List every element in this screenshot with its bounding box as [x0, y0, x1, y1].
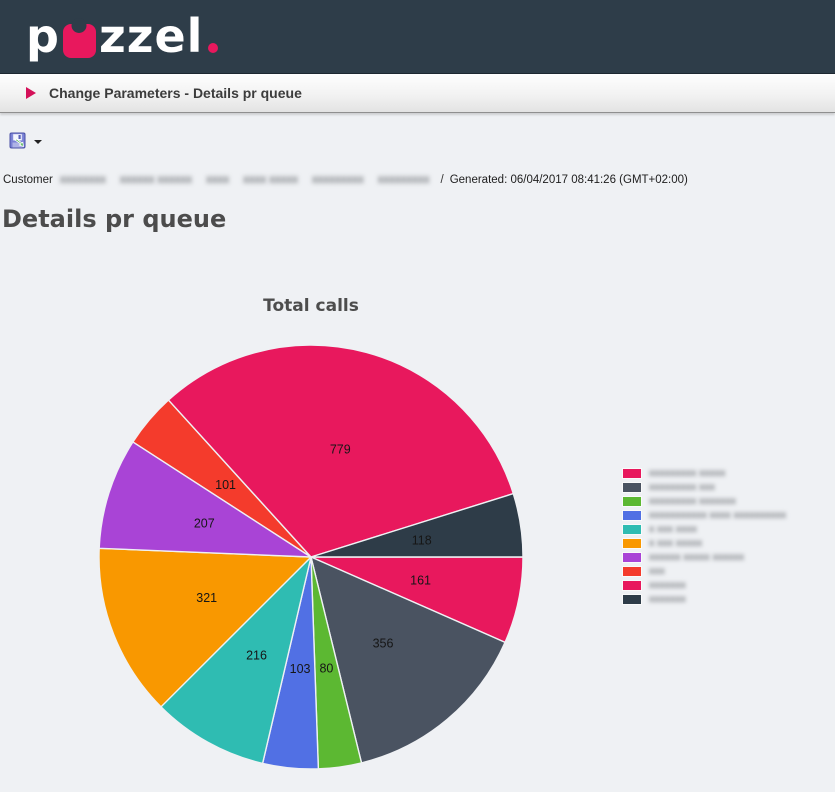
slice-value-label: 207 — [194, 517, 215, 531]
legend-label: x xxx xxxxx — [649, 537, 703, 549]
legend-label: xxxxxxx — [649, 579, 686, 591]
redacted-time-period-label: xxxx xxxxx — [243, 174, 299, 186]
slice-value-label: 321 — [196, 591, 217, 605]
legend-label: xxxxxx xxxxx xxxxxx — [649, 551, 745, 563]
legend-label: x xxx xxxx — [649, 523, 697, 535]
legend-label: xxxxxxxxx xxx — [649, 481, 715, 493]
pie-slice — [167, 344, 515, 558]
pie-slice — [310, 492, 524, 558]
legend-swatch — [622, 495, 642, 507]
legend-label: xxxxxxxxx xxxxx — [649, 467, 726, 479]
pie-slice — [160, 554, 313, 765]
legend-row: x xxx xxxxx — [622, 536, 786, 550]
customer-label: Customer — [3, 174, 53, 186]
legend-row: xxxxxx xxxxx xxxxxx — [622, 550, 786, 564]
slice-value-label: 779 — [330, 442, 351, 456]
pie-slice — [98, 547, 313, 708]
change-parameters-label: Change Parameters - Details pr queue — [49, 85, 302, 101]
legend-row: xxxxxxxxx xxx — [622, 480, 786, 494]
export-button[interactable] — [9, 129, 49, 153]
legend-swatch — [622, 537, 642, 549]
puzzle-piece-icon — [62, 24, 96, 58]
redacted-service-number-label: xxxxxx xxxxxx — [119, 174, 193, 186]
puzzel-logo: p zzel — [26, 6, 219, 66]
slice-value-label: 118 — [412, 534, 432, 548]
slice-value-label: 356 — [373, 636, 394, 650]
redacted-customer-id: xxxxxxxx — [59, 174, 106, 186]
app-header: p zzel — [0, 0, 835, 74]
change-parameters-bar[interactable]: Change Parameters - Details pr queue — [0, 74, 835, 113]
legend-row: xxxxxxx — [622, 592, 786, 606]
legend-swatch — [622, 579, 642, 591]
legend-row: x xxx xxxx — [622, 522, 786, 536]
slice-value-label: 101 — [215, 478, 236, 492]
legend-row: xxxxxxx — [622, 578, 786, 592]
slice-value-label: 103 — [290, 662, 311, 676]
legend-swatch — [622, 551, 642, 563]
slice-value-label: 161 — [410, 574, 431, 588]
slice-value-label: 216 — [246, 648, 267, 662]
redacted-service-number: xxxx — [206, 174, 230, 186]
caret-down-icon — [34, 140, 42, 144]
legend-row: xxxxxxxxxxx xxxx xxxxxxxxxx — [622, 508, 786, 522]
legend-label: xxxxxxx — [649, 593, 686, 605]
redacted-date-from: xxxxxxxxx — [312, 174, 364, 186]
legend-swatch — [622, 481, 642, 493]
save-export-icon — [9, 132, 26, 148]
report-info-line: Customer xxxxxxxx xxxxxx xxxxxx xxxx xxx… — [3, 174, 833, 186]
legend-label: xxxxxxxxx xxxxxxx — [649, 495, 736, 507]
legend-swatch — [622, 565, 642, 577]
logo-text-zzel: zzel — [98, 9, 204, 63]
generated-timestamp: Generated: 06/04/2017 08:41:26 (GMT+02:0… — [449, 174, 688, 186]
legend-row: xxxxxxxxx xxxxxxx — [622, 494, 786, 508]
chart-title: Total calls — [263, 296, 359, 316]
legend-swatch — [622, 523, 642, 535]
legend-swatch — [622, 593, 642, 605]
separator-slash: / — [440, 174, 444, 186]
pie-slice — [309, 555, 506, 764]
expand-triangle-icon — [26, 87, 36, 99]
logo-text-p: p — [26, 9, 60, 63]
page-title: Details pr queue — [2, 205, 227, 233]
legend-swatch — [622, 509, 642, 521]
pie-slice — [98, 440, 314, 558]
legend-row: xxx — [622, 564, 786, 578]
legend-label: xxxxxxxxxxx xxxx xxxxxxxxxx — [649, 509, 787, 521]
redacted-date-to: xxxxxxxxx — [377, 174, 430, 186]
slice-value-label: 80 — [319, 661, 333, 675]
legend-row: xxxxxxxxx xxxxx — [622, 466, 786, 480]
legend-swatch — [622, 467, 642, 479]
logo-dot — [208, 43, 219, 53]
chart-legend: xxxxxxxxx xxxxx xxxxxxxxx xxx xxxxxxxxx xx… — [622, 466, 786, 606]
legend-label: xxx — [649, 565, 665, 577]
